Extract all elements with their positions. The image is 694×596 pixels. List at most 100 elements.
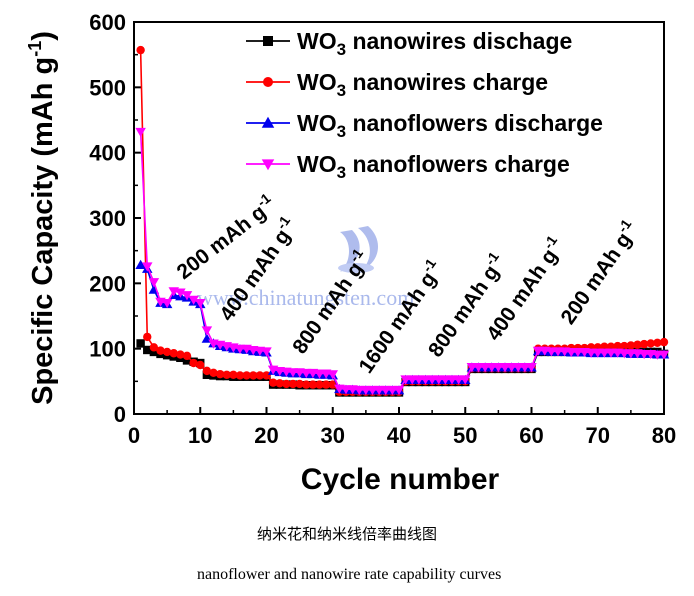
data-point	[360, 385, 372, 396]
data-point	[275, 379, 284, 388]
data-point	[234, 344, 246, 354]
data-point	[466, 363, 478, 373]
data-point	[149, 347, 159, 357]
legend-entry-1: WO3 nanowires dischage	[246, 28, 572, 59]
data-point	[287, 368, 299, 378]
data-point	[249, 371, 258, 380]
data-point	[658, 350, 670, 360]
data-point	[572, 347, 584, 358]
data-point	[613, 341, 622, 351]
y-tick-label: 400	[89, 141, 126, 166]
data-point	[605, 348, 617, 358]
data-point	[426, 375, 438, 385]
data-point	[625, 349, 637, 359]
watermark-logo-icon	[338, 226, 379, 273]
legend-entry-4: WO3 nanoflowers charge	[246, 151, 570, 182]
data-point	[619, 349, 630, 359]
data-point	[288, 379, 298, 389]
data-point	[182, 356, 192, 365]
data-point	[315, 380, 324, 389]
x-axis-title: Cycle number	[301, 463, 500, 496]
y-axis-title-sup: -1	[25, 41, 45, 57]
data-point	[327, 370, 338, 380]
x-tick-label: 0	[128, 423, 140, 448]
data-point	[387, 385, 398, 396]
data-point	[229, 370, 238, 379]
data-point	[149, 343, 159, 352]
legend-marker	[261, 159, 275, 171]
data-point	[148, 278, 160, 288]
data-point	[201, 326, 213, 336]
data-point	[261, 347, 272, 357]
y-tick-label: 0	[114, 402, 126, 427]
data-point	[633, 340, 642, 349]
watermark: www.chinatungsten.com	[197, 226, 414, 310]
caption-chinese: 纳米花和纳米线倍率曲线图	[256, 525, 437, 543]
y-tick-label: 100	[89, 337, 126, 362]
x-tick-label: 10	[188, 423, 212, 448]
y-tick-label: 600	[89, 10, 126, 35]
data-point	[175, 288, 186, 298]
legend-marker	[263, 77, 273, 87]
data-point	[566, 347, 577, 358]
data-point	[136, 45, 145, 55]
data-point	[328, 380, 337, 389]
data-point	[295, 379, 304, 389]
data-point	[143, 345, 152, 355]
data-point	[646, 339, 655, 348]
series-4	[135, 127, 670, 396]
data-point	[302, 380, 311, 389]
data-point	[242, 371, 251, 380]
data-point	[546, 347, 557, 357]
x-tick-label: 40	[387, 423, 411, 448]
x-tick-label: 80	[652, 423, 676, 448]
data-point	[499, 363, 511, 373]
data-point	[195, 298, 206, 309]
data-point	[592, 348, 603, 358]
y-tick-label: 300	[89, 206, 126, 231]
data-point	[659, 337, 669, 347]
legend-marker	[261, 116, 275, 128]
data-point	[136, 339, 145, 348]
data-point	[400, 375, 411, 385]
data-point	[526, 363, 537, 373]
data-point	[321, 380, 331, 389]
data-point	[479, 363, 491, 373]
data-point	[473, 363, 484, 373]
data-point	[142, 262, 153, 272]
data-point	[188, 295, 199, 305]
data-point	[235, 371, 245, 380]
rate-capability-chart: www.chinatungsten.com 0 10 20 30 40 50 60 70 800…	[25, 10, 676, 496]
axis-ticks: 0 10 20 30 40 50 60 70 80 0 100 200 300 400 500 600	[89, 10, 676, 448]
data-point	[340, 385, 352, 395]
legend: WO3 nanowires dischage WO3 nanowires char…	[246, 28, 603, 182]
data-point	[209, 368, 218, 378]
legend-label: WO3 nanowires charge	[297, 69, 548, 100]
data-point	[262, 371, 271, 380]
data-point	[202, 366, 212, 376]
data-point	[380, 385, 391, 396]
data-point	[460, 375, 471, 385]
data-point	[181, 291, 193, 301]
data-point	[176, 350, 185, 359]
svg-text:Specific Capacity (mAh g-1): Specific Capacity (mAh g-1)	[25, 31, 59, 405]
legend-entry-3: WO3 nanoflowers discharge	[246, 110, 603, 141]
rate-label: 200 mAh g-1	[553, 216, 643, 329]
data-point	[519, 363, 531, 373]
legend-label: WO3 nanoflowers discharge	[297, 110, 603, 141]
data-point	[653, 338, 662, 347]
data-point	[513, 363, 524, 373]
data-point	[599, 348, 610, 358]
legend-label: WO3 nanoflowers charge	[297, 151, 570, 182]
data-point	[440, 375, 451, 385]
data-point	[222, 370, 231, 379]
data-point	[301, 368, 312, 379]
y-tick-label: 200	[89, 271, 126, 296]
data-point	[585, 348, 597, 358]
y-axis-title-close: )	[27, 31, 59, 41]
legend-marker	[263, 36, 273, 46]
data-point	[413, 375, 425, 385]
data-point	[420, 375, 431, 385]
data-point	[486, 363, 497, 373]
data-point	[189, 358, 198, 368]
